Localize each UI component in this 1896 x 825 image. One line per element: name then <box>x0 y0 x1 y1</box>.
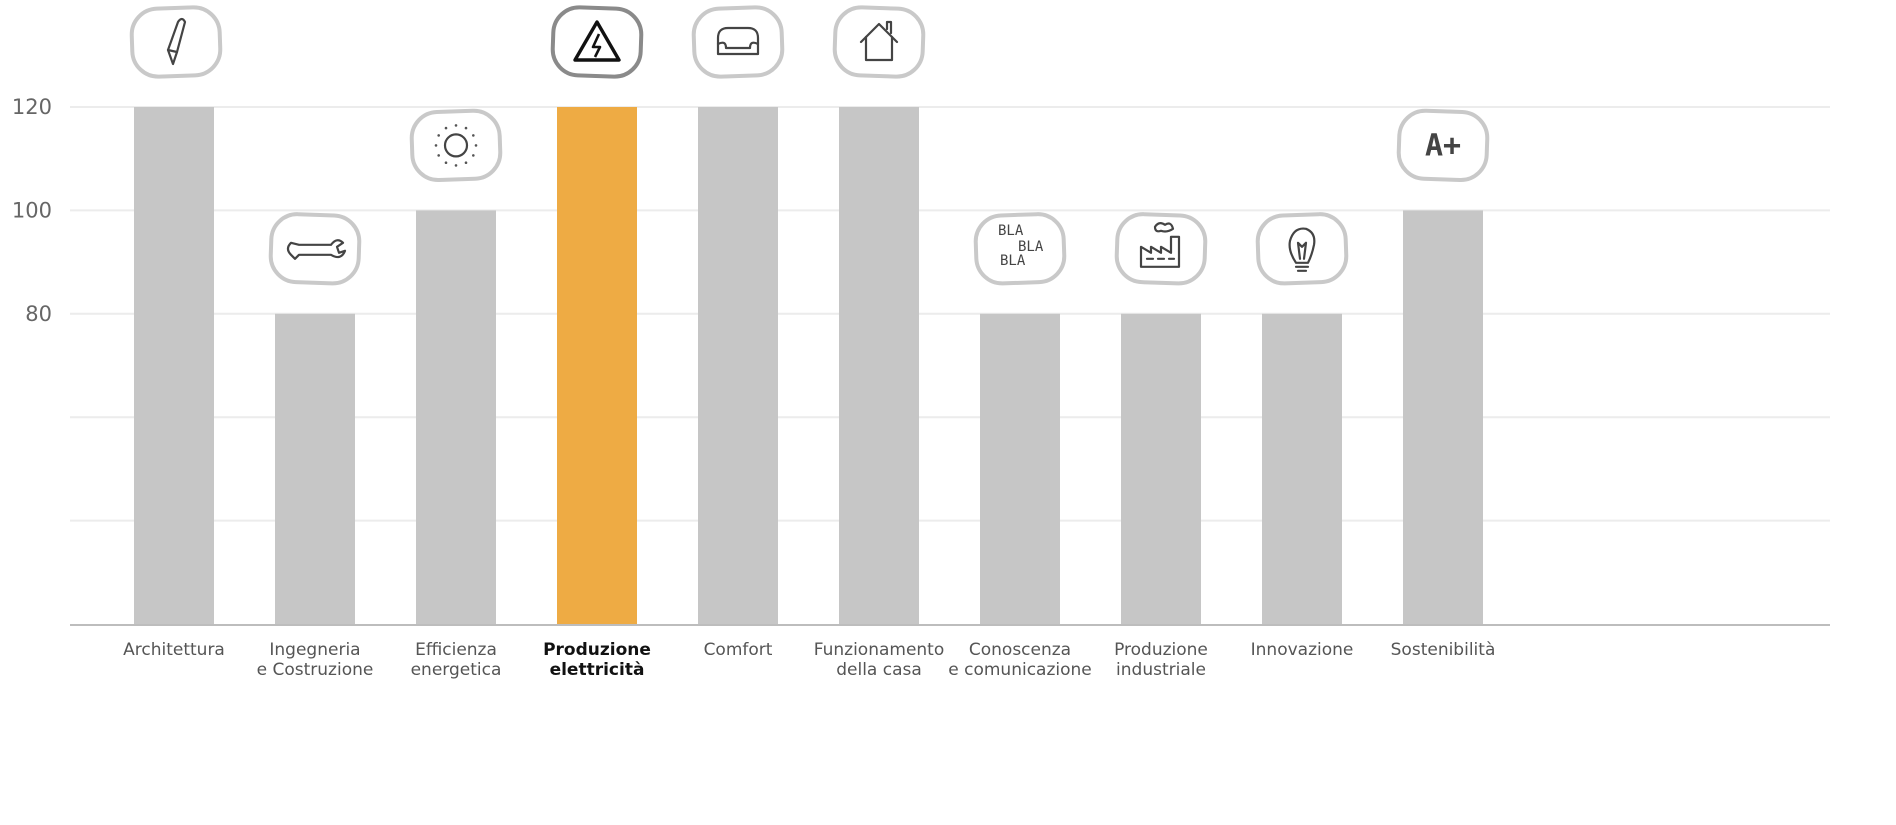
category-label-line: Efficienza <box>415 640 497 660</box>
category-label-efficienza: Efficienza energetica <box>411 640 502 680</box>
bar-produzione-elettricita <box>557 107 637 624</box>
icon-badge <box>973 212 1067 286</box>
bar-architettura <box>134 107 214 624</box>
y-axis-ticks: 120 100 80 <box>12 95 52 326</box>
category-label-line: Sostenibilità <box>1391 640 1496 660</box>
icon-badge <box>1396 108 1490 183</box>
bla-text: BLA <box>998 223 1024 239</box>
bar-comfort <box>698 107 778 624</box>
grid-lines <box>70 106 1830 522</box>
bar-innovazione <box>1262 313 1342 624</box>
bar-conoscenza <box>980 313 1060 624</box>
wrench-icon <box>268 212 362 286</box>
house-icon <box>832 5 926 79</box>
category-label-funzionamento: Funzionamento della casa <box>814 640 945 680</box>
energy-rating-icon: A+ <box>1396 108 1490 183</box>
category-label-line: Architettura <box>123 640 225 660</box>
category-label-comfort: Comfort <box>704 640 773 660</box>
y-tick-label: 120 <box>12 95 52 119</box>
category-label-line: e Costruzione <box>257 660 374 680</box>
category-labels: Architettura Ingegneria e Costruzione Effic… <box>123 640 1495 680</box>
rating-text: A+ <box>1425 128 1461 163</box>
category-label-line: industriale <box>1116 660 1206 680</box>
category-label-line: Comfort <box>704 640 773 660</box>
icon-badge <box>1255 212 1349 286</box>
sun-icon <box>409 108 503 183</box>
icon-badge <box>409 108 503 183</box>
category-label-line: Conoscenza <box>969 640 1071 660</box>
bar-funzionamento <box>839 107 919 624</box>
icon-badge <box>129 5 223 79</box>
pen-icon <box>129 5 223 79</box>
high-voltage-icon <box>550 5 644 79</box>
category-label-line: Produzione <box>543 640 651 660</box>
y-tick-label: 100 <box>12 198 52 222</box>
category-label-innovazione: Innovazione <box>1251 640 1354 660</box>
bar-efficienza <box>416 210 496 624</box>
bars <box>134 107 1483 624</box>
icon-badge <box>691 5 785 79</box>
bar-sostenibilita <box>1403 210 1483 624</box>
factory-icon <box>1114 212 1208 286</box>
bar-produzione-industriale <box>1121 313 1201 624</box>
bla-text: BLA <box>1018 239 1044 255</box>
icon-badge <box>832 5 926 79</box>
armchair-icon <box>691 5 785 79</box>
category-label-produzione-elettricita: Produzione elettricità <box>543 640 651 680</box>
category-label-conoscenza: Conoscenza e comunicazione <box>948 640 1092 680</box>
bla-text: BLA <box>1000 253 1026 269</box>
category-label-sostenibilita: Sostenibilità <box>1391 640 1496 660</box>
category-label-line: e comunicazione <box>948 660 1092 680</box>
category-label-line: della casa <box>836 660 922 680</box>
category-label-ingegneria: Ingegneria e Costruzione <box>257 640 374 680</box>
lightbulb-icon <box>1255 212 1349 286</box>
bar-ingegneria <box>275 313 355 624</box>
icon-badge <box>268 212 362 286</box>
icon-badge <box>550 5 644 79</box>
category-label-produzione-industriale: Produzione industriale <box>1114 640 1208 680</box>
category-label-line: Ingegneria <box>269 640 360 660</box>
category-label-line: Innovazione <box>1251 640 1354 660</box>
y-tick-label: 80 <box>25 302 52 326</box>
category-label-line: Funzionamento <box>814 640 945 660</box>
category-label-line: Produzione <box>1114 640 1208 660</box>
category-label-line: elettricità <box>550 660 645 680</box>
category-label-architettura: Architettura <box>123 640 225 660</box>
category-label-line: energetica <box>411 660 502 680</box>
